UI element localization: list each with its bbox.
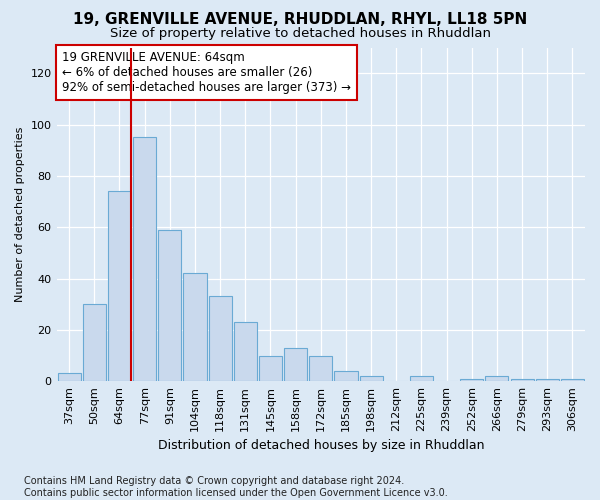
- Bar: [309, 356, 332, 381]
- Bar: [334, 371, 358, 381]
- Bar: [359, 376, 383, 381]
- Text: 19 GRENVILLE AVENUE: 64sqm
← 6% of detached houses are smaller (26)
92% of semi-: 19 GRENVILLE AVENUE: 64sqm ← 6% of detac…: [62, 51, 351, 94]
- Bar: [410, 376, 433, 381]
- Text: Size of property relative to detached houses in Rhuddlan: Size of property relative to detached ho…: [110, 28, 491, 40]
- Bar: [108, 191, 131, 381]
- Bar: [485, 376, 508, 381]
- Bar: [536, 378, 559, 381]
- Bar: [209, 296, 232, 381]
- Bar: [83, 304, 106, 381]
- Bar: [234, 322, 257, 381]
- Bar: [133, 138, 156, 381]
- Y-axis label: Number of detached properties: Number of detached properties: [15, 126, 25, 302]
- Bar: [284, 348, 307, 381]
- Bar: [184, 274, 206, 381]
- Bar: [259, 356, 282, 381]
- X-axis label: Distribution of detached houses by size in Rhuddlan: Distribution of detached houses by size …: [158, 440, 484, 452]
- Text: Contains HM Land Registry data © Crown copyright and database right 2024.
Contai: Contains HM Land Registry data © Crown c…: [24, 476, 448, 498]
- Bar: [58, 374, 80, 381]
- Text: 19, GRENVILLE AVENUE, RHUDDLAN, RHYL, LL18 5PN: 19, GRENVILLE AVENUE, RHUDDLAN, RHYL, LL…: [73, 12, 527, 28]
- Bar: [511, 378, 533, 381]
- Bar: [158, 230, 181, 381]
- Bar: [561, 378, 584, 381]
- Bar: [460, 378, 484, 381]
